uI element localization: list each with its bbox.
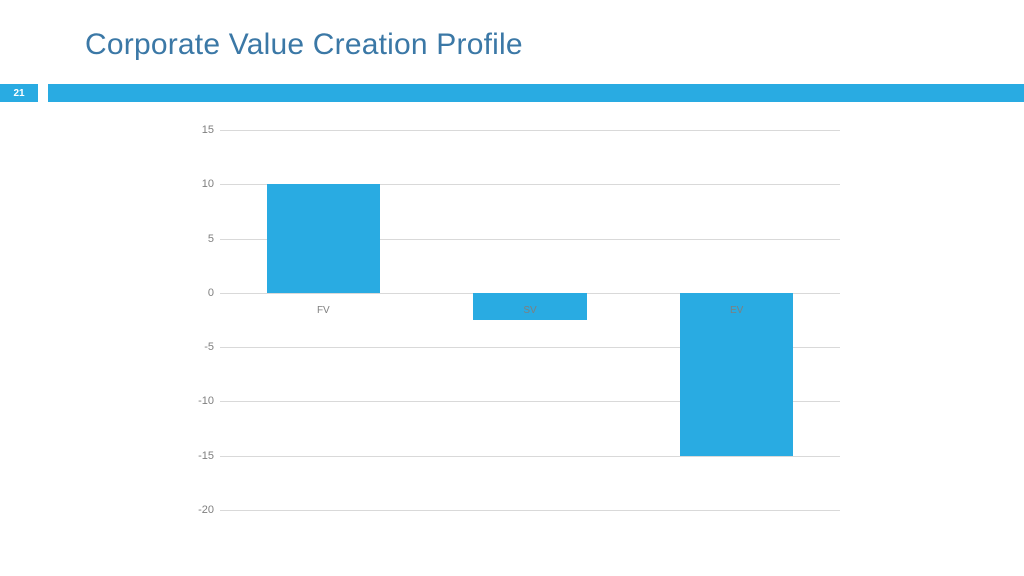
page-title: Corporate Value Creation Profile xyxy=(85,28,523,62)
y-tick-label: -20 xyxy=(178,504,214,516)
page-number-badge: 21 xyxy=(0,84,38,102)
y-tick-label: -5 xyxy=(178,341,214,353)
y-tick-label: -15 xyxy=(178,450,214,462)
y-tick-label: 15 xyxy=(178,124,214,136)
chart-plot-area: 151050-5-10-15-20FVSVEV xyxy=(220,130,840,510)
category-label: SV xyxy=(523,305,536,316)
grid-line xyxy=(220,456,840,457)
y-tick-label: 0 xyxy=(178,287,214,299)
y-tick-label: 5 xyxy=(178,233,214,245)
value-creation-chart: 151050-5-10-15-20FVSVEV xyxy=(180,130,840,510)
y-tick-label: -10 xyxy=(178,395,214,407)
slide: Corporate Value Creation Profile 21 15 10… xyxy=(0,0,1024,576)
grid-line xyxy=(220,130,840,131)
category-label: EV xyxy=(730,305,743,316)
bar xyxy=(267,184,381,293)
header-stripe xyxy=(48,84,1024,102)
grid-line xyxy=(220,510,840,511)
bar xyxy=(680,293,794,456)
category-label: FV xyxy=(317,305,330,316)
y-tick-label: 10 xyxy=(178,178,214,190)
